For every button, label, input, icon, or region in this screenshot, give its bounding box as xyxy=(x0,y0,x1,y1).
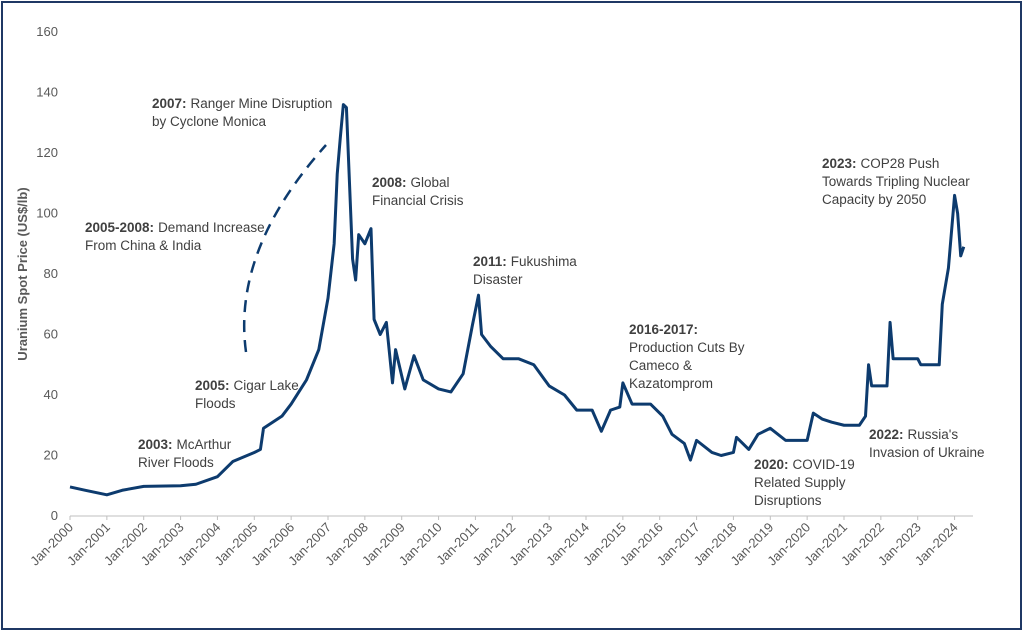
y-tick-label: 140 xyxy=(36,85,58,100)
annotation-year: 2003: xyxy=(138,437,173,452)
annotation-text: Fukushima xyxy=(511,254,578,269)
annotation-year: 2011: xyxy=(473,254,507,269)
annotation-text: Related Supply xyxy=(754,475,846,490)
y-tick-label: 60 xyxy=(44,327,58,342)
annotation-text: COP28 Push xyxy=(861,156,940,171)
annotation-year: 2005-2008: xyxy=(85,220,154,235)
annotation: 2011: Fukushima Disaster xyxy=(473,254,577,287)
y-tick-label: 120 xyxy=(36,145,58,160)
annotation-text: Financial Crisis xyxy=(372,193,464,208)
annotation: 2005-2008: Demand Increase From China & In… xyxy=(85,220,265,253)
annotation-text: Disruptions xyxy=(754,493,822,508)
y-tick-label: 100 xyxy=(36,206,58,221)
annotation-text: Floods xyxy=(195,396,236,411)
y-tick-label: 40 xyxy=(44,387,58,402)
annotation-text: Russia's xyxy=(908,427,959,442)
annotation-year: 2020: xyxy=(754,457,789,472)
annotation-text: Towards Tripling Nuclear xyxy=(822,174,970,189)
price-line xyxy=(69,103,966,497)
annotation: 2007: Ranger Mine Disruption by Cyclone Mo… xyxy=(152,96,332,129)
annotation-text: by Cyclone Monica xyxy=(152,114,267,129)
annotation-text: Kazatomprom xyxy=(629,376,713,391)
annotation-text: COVID-19 xyxy=(793,457,855,472)
annotation-text: Cigar Lake xyxy=(234,378,299,393)
annotation-text: Cameco & xyxy=(629,358,692,373)
annotation-year: 2008: xyxy=(372,175,407,190)
annotation-year: 2022: xyxy=(869,427,904,442)
annotation-text: From China & India xyxy=(85,238,202,253)
annotation: 2023: COP28 Push Towards Tripling Nuclear C… xyxy=(822,156,970,207)
dashed-arc xyxy=(242,144,327,353)
annotation-text: Global xyxy=(411,175,450,190)
annotation-text: Ranger Mine Disruption xyxy=(191,96,333,111)
y-tick-label: 160 xyxy=(36,24,58,39)
annotation-year: 2016-2017: xyxy=(629,322,698,337)
annotation-text: Disaster xyxy=(473,272,523,287)
annotation: 2016-2017: Production Cuts By Cameco & Kaza… xyxy=(629,322,745,391)
annotation-year: 2005: xyxy=(195,378,230,393)
annotation-text: Demand Increase xyxy=(158,220,265,235)
annotation: 2008: Global Financial Crisis xyxy=(372,175,464,208)
annotation: 2003: McArthur River Floods xyxy=(138,437,232,470)
annotation-text: Invasion of Ukraine xyxy=(869,445,985,460)
y-tick-label: 20 xyxy=(44,448,58,463)
annotation: 2020: COVID-19 Related Supply Disruptions xyxy=(754,457,855,508)
annotation-text: River Floods xyxy=(138,455,214,470)
annotation-year: 2023: xyxy=(822,156,857,171)
annotation-text: Capacity by 2050 xyxy=(822,192,926,207)
annotation: 2005: Cigar Lake Floods xyxy=(195,378,299,411)
annotation-text: McArthur xyxy=(177,437,232,452)
annotation-year: 2007: xyxy=(152,96,187,111)
y-tick-label: 0 xyxy=(51,508,58,523)
annotation-text: Production Cuts By xyxy=(629,340,745,355)
annotation: 2022: Russia's Invasion of Ukraine xyxy=(869,427,985,460)
y-axis-label: Uranium Spot Price (US$/lb) xyxy=(15,187,30,360)
y-tick-label: 80 xyxy=(44,266,58,281)
